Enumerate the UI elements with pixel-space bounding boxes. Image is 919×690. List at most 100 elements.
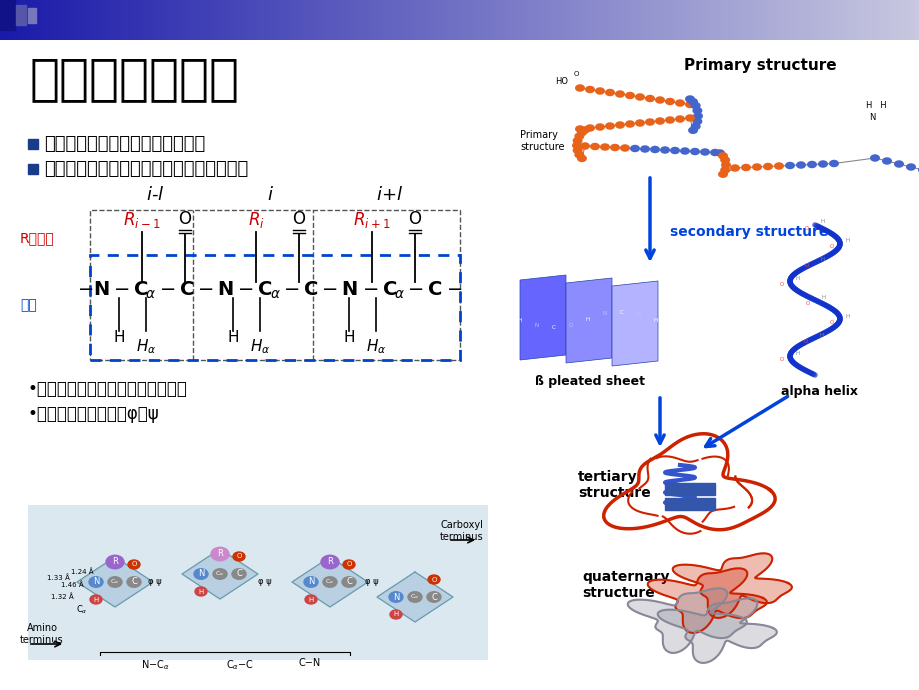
Polygon shape <box>565 278 611 363</box>
Circle shape <box>699 148 709 156</box>
Text: C−N: C−N <box>299 658 321 668</box>
Text: N: N <box>602 311 607 317</box>
Text: H: H <box>308 596 313 602</box>
Text: H: H <box>653 318 657 324</box>
Circle shape <box>669 147 679 155</box>
Circle shape <box>817 160 827 168</box>
Text: O: O <box>431 577 437 582</box>
Text: 一级结构、二级结构、三级结构、四级结构: 一级结构、二级结构、三级结构、四级结构 <box>44 160 248 178</box>
Text: O: O <box>236 553 242 560</box>
Polygon shape <box>672 553 791 618</box>
Circle shape <box>614 90 624 98</box>
Circle shape <box>659 146 669 154</box>
Circle shape <box>784 161 794 169</box>
Circle shape <box>630 145 640 152</box>
Circle shape <box>232 569 245 579</box>
Circle shape <box>579 142 589 150</box>
Text: O: O <box>292 210 305 228</box>
Circle shape <box>576 155 586 162</box>
Circle shape <box>762 163 772 170</box>
Circle shape <box>576 129 586 137</box>
Text: 1.24 Å: 1.24 Å <box>71 569 93 575</box>
Text: N: N <box>198 569 204 578</box>
Circle shape <box>664 116 675 124</box>
Text: O: O <box>573 71 578 77</box>
Circle shape <box>685 115 694 121</box>
Circle shape <box>773 162 783 170</box>
Circle shape <box>619 144 630 152</box>
Text: O: O <box>805 301 809 306</box>
Circle shape <box>692 118 701 125</box>
Text: O: O <box>131 562 137 567</box>
Text: N: N <box>308 578 314 586</box>
Text: C: C <box>551 326 555 331</box>
Text: tertiary
structure: tertiary structure <box>577 470 650 500</box>
Circle shape <box>717 170 727 178</box>
Bar <box>28 8 36 23</box>
Circle shape <box>679 147 689 155</box>
Text: $H_{\alpha}$: $H_{\alpha}$ <box>366 337 386 356</box>
Text: φ ψ: φ ψ <box>148 578 162 586</box>
Text: H: H <box>585 317 589 322</box>
Circle shape <box>692 112 702 120</box>
Text: C$_\alpha$: C$_\alpha$ <box>215 569 224 578</box>
Text: 蛋白质结构层次: 蛋白质结构层次 <box>30 55 240 103</box>
Text: $R_{i-1}$: $R_{i-1}$ <box>123 210 161 230</box>
Text: φ ψ: φ ψ <box>365 578 379 586</box>
Text: H: H <box>343 330 355 344</box>
Circle shape <box>210 547 229 561</box>
Text: 主链: 主链 <box>20 298 37 312</box>
Circle shape <box>709 149 720 156</box>
Circle shape <box>572 141 582 149</box>
Circle shape <box>893 160 903 168</box>
Circle shape <box>389 592 403 602</box>
Circle shape <box>714 149 724 157</box>
Circle shape <box>599 144 609 150</box>
Circle shape <box>751 164 761 170</box>
Circle shape <box>634 93 644 101</box>
Text: C: C <box>431 593 437 602</box>
Circle shape <box>675 99 685 107</box>
Bar <box>664 483 714 495</box>
Text: H: H <box>517 317 521 322</box>
Text: Carboxyl
terminus: Carboxyl terminus <box>439 520 483 542</box>
Circle shape <box>654 96 664 104</box>
Text: O: O <box>803 339 807 344</box>
Circle shape <box>305 595 317 604</box>
Bar <box>28 164 38 174</box>
Text: N−C$_\alpha$: N−C$_\alpha$ <box>141 658 169 672</box>
Text: •主链可旋转的二面角φ，ψ: •主链可旋转的二面角φ，ψ <box>28 405 160 423</box>
Text: $i$: $i$ <box>267 186 273 204</box>
Circle shape <box>573 132 584 140</box>
Circle shape <box>690 102 700 110</box>
Circle shape <box>917 166 919 174</box>
Text: 1.46 Å: 1.46 Å <box>61 582 84 589</box>
Circle shape <box>194 569 208 579</box>
Circle shape <box>427 575 439 584</box>
Text: $R_i$: $R_i$ <box>247 210 264 230</box>
Text: O: O <box>803 263 808 268</box>
Polygon shape <box>519 275 565 360</box>
Text: O: O <box>829 244 834 249</box>
Text: alpha helix: alpha helix <box>780 385 857 398</box>
Text: R: R <box>327 558 333 566</box>
Text: H: H <box>819 333 823 337</box>
Text: H: H <box>393 611 398 618</box>
Text: C$_\alpha$: C$_\alpha$ <box>76 604 88 616</box>
Polygon shape <box>77 557 153 607</box>
Circle shape <box>624 92 634 99</box>
Circle shape <box>572 146 582 154</box>
Text: C$_\alpha$−C: C$_\alpha$−C <box>226 658 254 672</box>
Circle shape <box>650 146 659 153</box>
Text: R: R <box>112 558 118 566</box>
Circle shape <box>692 107 701 115</box>
Text: HO: HO <box>554 77 567 86</box>
Circle shape <box>690 123 700 130</box>
Polygon shape <box>647 569 766 633</box>
Text: C$_\alpha$: C$_\alpha$ <box>110 578 119 586</box>
Text: O: O <box>804 226 808 230</box>
Text: $i$-$l$: $i$-$l$ <box>145 186 164 204</box>
Text: C: C <box>130 578 137 586</box>
Circle shape <box>195 587 207 596</box>
Circle shape <box>689 148 699 155</box>
